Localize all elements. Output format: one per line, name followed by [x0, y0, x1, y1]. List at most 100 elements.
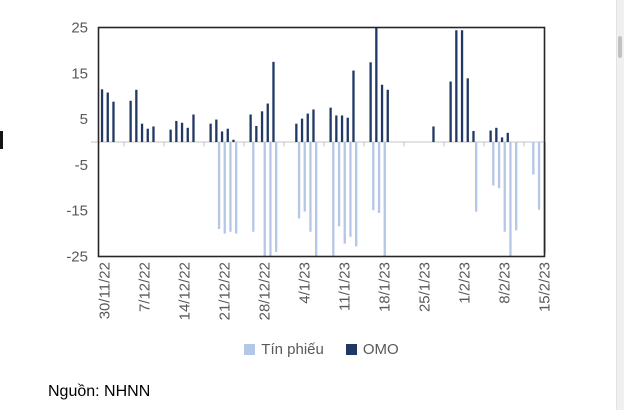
legend-label-tin-phieu: Tín phiếu [261, 341, 324, 358]
week-tick-marks [123, 142, 525, 147]
omo-bar [455, 30, 458, 142]
tin-phieu-bar [343, 142, 346, 244]
y-axis-label: -5 [75, 157, 88, 174]
x-axis-label: 1/2/23 [457, 262, 474, 304]
omo-bar [460, 30, 464, 142]
legend-item-tin-phieu: Tín phiếu [244, 341, 324, 358]
omo-bar [380, 84, 384, 142]
tin-phieu-bar [355, 142, 358, 247]
omo-bar [226, 128, 229, 142]
omo-bar [186, 127, 189, 142]
x-axis-label: 28/12/22 [257, 262, 274, 320]
source-note: Nguồn: NHNN [48, 383, 151, 400]
y-axis-label: 25 [71, 20, 88, 37]
tin-phieu-bar [275, 142, 278, 252]
omo-bar [255, 125, 258, 142]
y-axis-label: -15 [66, 203, 88, 220]
omo-bar [260, 111, 264, 142]
legend-label-omo: OMO [362, 341, 399, 358]
x-axis-label: 8/2/23 [497, 262, 514, 304]
omo-bar [472, 131, 475, 142]
omo-bar [272, 61, 275, 142]
scrollbar-track[interactable] [616, 0, 624, 410]
legend-item-omo: OMO [345, 341, 399, 358]
omo-bar [152, 126, 155, 142]
tin-phieu-bar [475, 142, 478, 212]
omo-bar [352, 70, 355, 142]
omo-bar [335, 115, 338, 142]
x-axis-label: 7/12/22 [137, 262, 154, 312]
omo-bar [146, 128, 149, 142]
omo-bar [346, 117, 349, 142]
tin-phieu-bar [497, 142, 501, 189]
tin-phieu-bar [309, 142, 312, 232]
omo-bar [266, 103, 269, 142]
omo-bar [129, 100, 132, 142]
tin-phieu-bar [537, 142, 541, 210]
omo-bar [192, 114, 195, 142]
x-axis-label: 11/1/23 [337, 262, 354, 311]
omo-bar [100, 89, 104, 142]
omo-bar [340, 115, 344, 142]
tin-phieu-bar [297, 142, 301, 219]
tin-phieu-bar [303, 142, 306, 212]
omo-bar [386, 89, 389, 142]
omo-bar [169, 129, 172, 142]
omo-bar [500, 137, 504, 142]
tin-phieu-bar [252, 142, 255, 232]
tin-phieu-bar [492, 142, 495, 186]
tin-phieu-bar [263, 142, 266, 257]
omo-bar [495, 127, 498, 142]
x-axis-label: 30/11/22 [97, 262, 114, 319]
tin-phieu-bar [515, 142, 518, 231]
omo-bar [135, 89, 138, 142]
omo-bar [375, 27, 378, 142]
tin-phieu-bar [235, 142, 238, 234]
tin-phieu-bar [503, 142, 506, 232]
omo-bar [295, 123, 298, 142]
omo-bar [249, 114, 252, 142]
tin-phieu-bar [332, 142, 335, 257]
x-axis-labels: 30/11/22 7/12/22 14/12/22 21/12/22 28/12/22 4… [97, 262, 554, 320]
x-axis-label: 25/1/23 [417, 262, 434, 312]
y-axis-labels: 25 15 5 -5 -15 -25 [66, 20, 88, 266]
chart-legend: Tín phiếu OMO [98, 341, 545, 358]
y-axis-label: 5 [80, 111, 88, 128]
tin-phieu-bar [337, 142, 341, 227]
omo-bar [180, 122, 184, 142]
tin-phieu-bar [229, 142, 232, 232]
omo-bar [466, 78, 469, 142]
omo-bar [112, 101, 115, 142]
omo-bar [312, 109, 315, 142]
tin-phieu-bar [532, 142, 535, 175]
bars-layer [100, 27, 546, 257]
omo-bar [329, 107, 332, 142]
tin-phieu-bar [509, 142, 512, 257]
x-axis-label: 18/1/23 [377, 262, 394, 312]
left-edge-artifact [0, 131, 3, 149]
scrollbar-thumb[interactable] [618, 36, 622, 58]
x-axis-label: 15/2/23 [537, 262, 554, 312]
tin-phieu-swatch-icon [244, 344, 256, 355]
omo-bar [140, 123, 144, 142]
omo-bar [489, 130, 492, 142]
omo-bar [215, 119, 218, 142]
omo-bar [306, 113, 309, 142]
omo-bar [449, 81, 452, 142]
tin-phieu-bar [377, 142, 381, 213]
omo-bar [300, 118, 304, 142]
y-axis-label: -25 [66, 249, 88, 266]
omo-swatch-icon [345, 344, 357, 355]
x-axis-label: 4/1/23 [297, 262, 314, 304]
omo-bar [369, 62, 372, 143]
plot-frame [97, 26, 546, 258]
x-axis-label: 21/12/22 [217, 262, 234, 320]
omo-bar [232, 139, 235, 142]
omo-bar [220, 131, 224, 142]
tin-phieu-bar [217, 142, 221, 230]
tin-phieu-bar [383, 142, 386, 257]
tin-phieu-bar [315, 142, 318, 257]
tin-phieu-bar [349, 142, 352, 237]
